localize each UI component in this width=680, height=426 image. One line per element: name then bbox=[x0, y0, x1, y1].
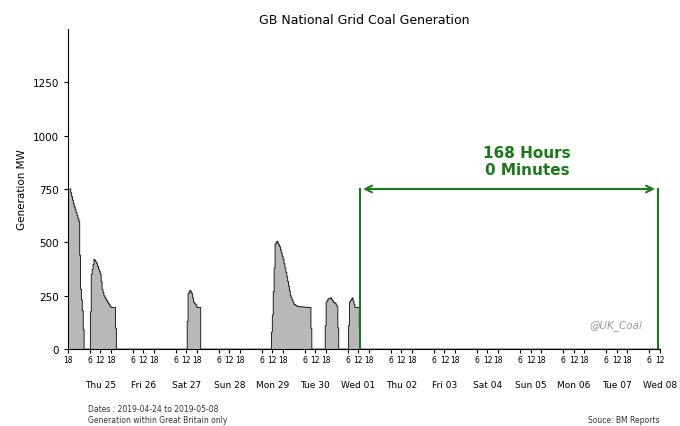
Text: Thu 02: Thu 02 bbox=[386, 380, 417, 389]
Text: Fri 26: Fri 26 bbox=[131, 380, 156, 389]
Text: Wed 01: Wed 01 bbox=[341, 380, 375, 389]
Text: Sun 05: Sun 05 bbox=[515, 380, 546, 389]
Text: 168 Hours
0 Minutes: 168 Hours 0 Minutes bbox=[483, 146, 571, 178]
Text: Mon 29: Mon 29 bbox=[256, 380, 289, 389]
Text: Sun 28: Sun 28 bbox=[214, 380, 245, 389]
Text: Wed 08: Wed 08 bbox=[643, 380, 677, 389]
Text: Dates : 2019-04-24 to 2019-05-08
Generation within Great Britain only: Dates : 2019-04-24 to 2019-05-08 Generat… bbox=[88, 405, 228, 424]
Text: Souce: BM Reports: Souce: BM Reports bbox=[588, 415, 660, 424]
Title: GB National Grid Coal Generation: GB National Grid Coal Generation bbox=[258, 14, 469, 27]
Y-axis label: Generation MW: Generation MW bbox=[17, 149, 27, 230]
Text: Sat 04: Sat 04 bbox=[473, 380, 502, 389]
Text: @UK_Coal: @UK_Coal bbox=[589, 319, 642, 330]
Text: Fri 03: Fri 03 bbox=[432, 380, 457, 389]
Text: Mon 06: Mon 06 bbox=[557, 380, 590, 389]
Text: Thu 25: Thu 25 bbox=[85, 380, 116, 389]
Text: Tue 07: Tue 07 bbox=[602, 380, 632, 389]
Text: Tue 30: Tue 30 bbox=[301, 380, 330, 389]
Text: Sat 27: Sat 27 bbox=[172, 380, 201, 389]
